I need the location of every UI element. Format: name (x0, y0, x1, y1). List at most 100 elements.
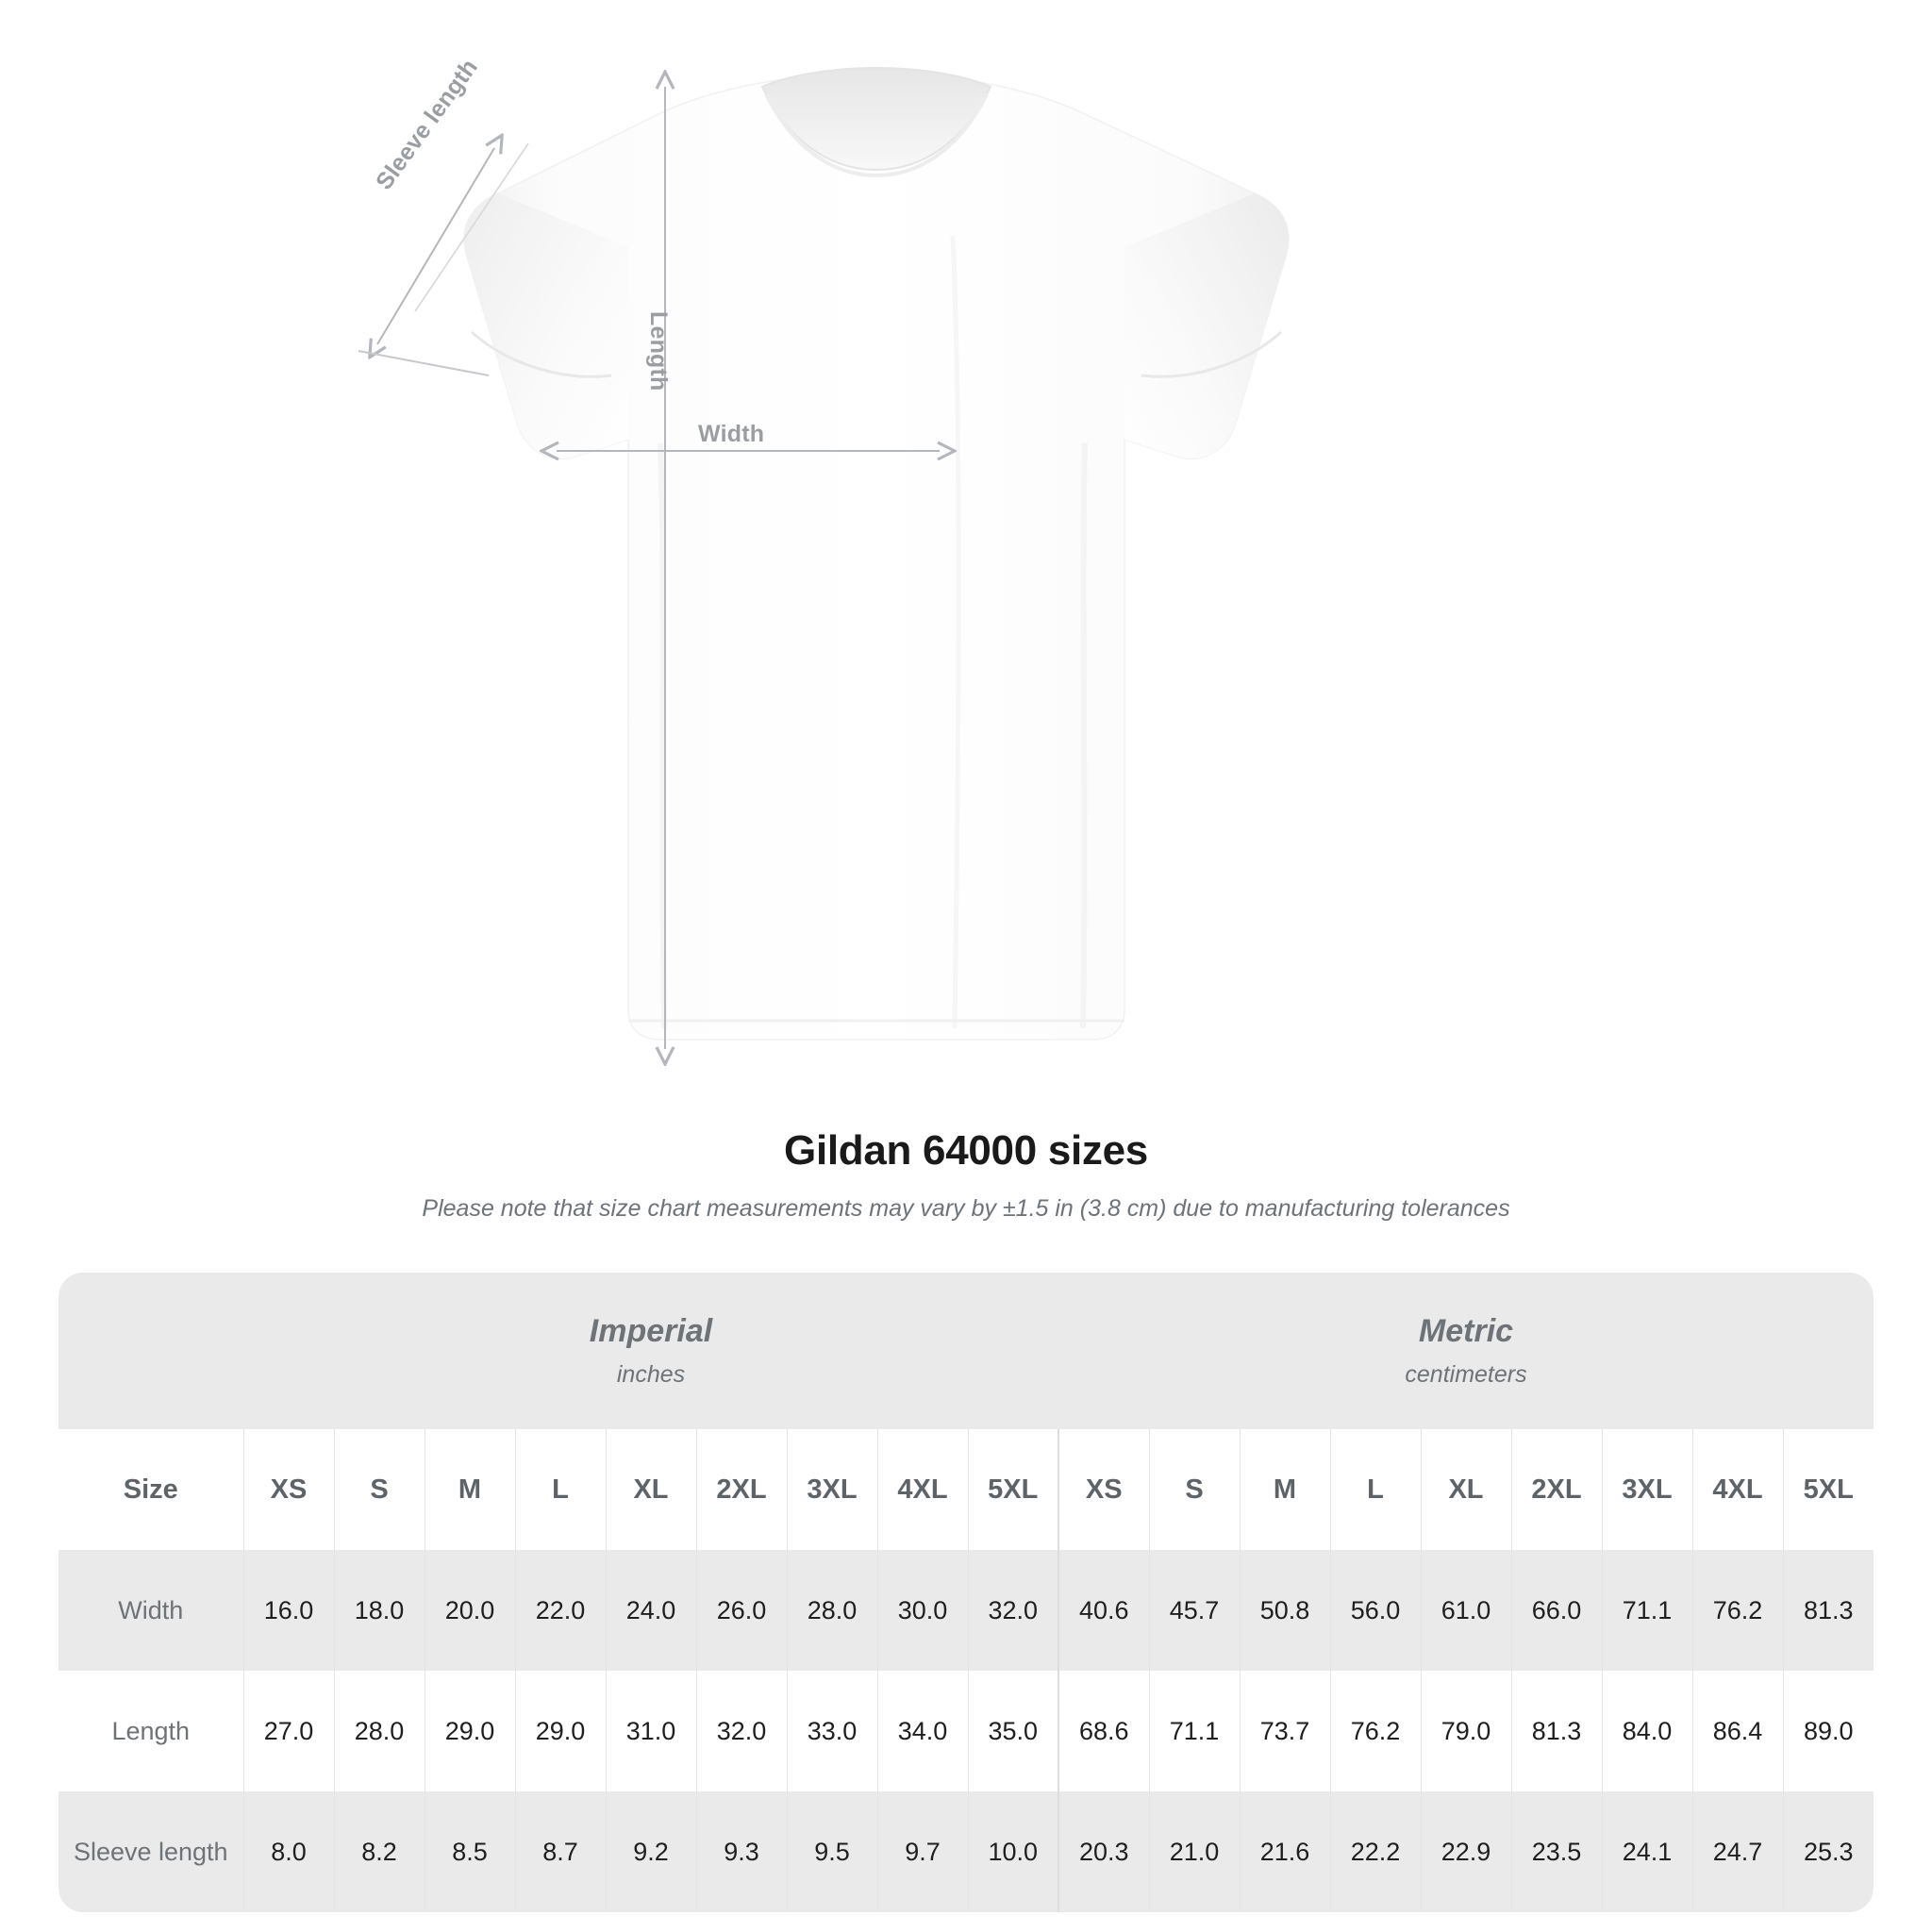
cell-sleeve-length-imperial-m: 8.5 (424, 1791, 515, 1912)
cell-sleeve-length-metric-5xl: 25.3 (1782, 1791, 1874, 1912)
cell-sleeve-length-metric-l: 22.2 (1329, 1791, 1421, 1912)
cell-sleeve-length-imperial-2xl: 9.3 (695, 1791, 787, 1912)
fold-left (658, 442, 667, 1029)
length-label: Length (645, 311, 672, 391)
cell-width-metric-2xl: 66.0 (1510, 1550, 1602, 1671)
size-header-metric-xl: XL (1420, 1429, 1511, 1550)
cell-length-metric-4xl: 86.4 (1691, 1671, 1783, 1791)
size-header-imperial-xl: XL (605, 1429, 696, 1550)
cell-length-metric-5xl: 89.0 (1782, 1671, 1874, 1791)
row-label-width: Width (58, 1550, 243, 1671)
size-header-imperial-s: S (333, 1429, 425, 1550)
cell-width-metric-l: 56.0 (1329, 1550, 1421, 1671)
cell-width-metric-xs: 40.6 (1058, 1550, 1149, 1671)
cell-sleeve-length-metric-s: 21.0 (1148, 1791, 1240, 1912)
cell-sleeve-length-imperial-l: 8.7 (514, 1791, 606, 1912)
size-header-imperial-l: L (514, 1429, 606, 1550)
cell-length-metric-xs: 68.6 (1058, 1671, 1149, 1791)
shirt-body (463, 73, 1290, 1041)
cell-sleeve-length-imperial-3xl: 9.5 (786, 1791, 877, 1912)
cell-width-imperial-l: 22.0 (514, 1550, 606, 1671)
cell-width-metric-5xl: 81.3 (1782, 1550, 1874, 1671)
unit-header-spacer (58, 1273, 243, 1429)
table-row: Sleeve length 8.0 8.2 8.5 8.7 9.2 9.3 9.5 9.7 10.… (58, 1791, 1874, 1912)
size-header-metric-l: L (1329, 1429, 1421, 1550)
right-sleeve-hem (1141, 330, 1283, 378)
cell-sleeve-length-metric-m: 21.6 (1239, 1791, 1330, 1912)
cell-sleeve-length-imperial-xl: 9.2 (605, 1791, 696, 1912)
shirt-left-sleeve (464, 193, 628, 459)
cell-length-metric-3xl: 84.0 (1601, 1671, 1692, 1791)
cell-length-imperial-xl: 31.0 (605, 1671, 696, 1791)
sleeve-arrow (377, 148, 494, 344)
cell-sleeve-length-metric-xl: 22.9 (1420, 1791, 1511, 1912)
cell-width-imperial-4xl: 30.0 (876, 1550, 968, 1671)
fold-right (1080, 442, 1088, 1029)
size-table: Imperial inches Metric centimeters Size XS S M L… (58, 1273, 1874, 1912)
cell-length-metric-l: 76.2 (1329, 1671, 1421, 1791)
cell-sleeve-length-metric-3xl: 24.1 (1601, 1791, 1692, 1912)
sleeve-guide-upper (414, 142, 529, 312)
size-header-imperial-5xl: 5XL (967, 1429, 1058, 1550)
width-label: Width (698, 421, 765, 447)
shirt-illustration (358, 66, 1290, 1113)
fold-center (950, 235, 961, 1029)
cell-sleeve-length-imperial-5xl: 10.0 (967, 1791, 1058, 1912)
unit-sub-metric: centimeters (1405, 1361, 1527, 1389)
unit-header-row: Imperial inches Metric centimeters (58, 1273, 1874, 1429)
size-header-imperial-m: M (424, 1429, 515, 1550)
row-label-sleeve-length: Sleeve length (58, 1791, 243, 1912)
cell-sleeve-length-imperial-xs: 8.0 (242, 1791, 334, 1912)
cell-length-imperial-4xl: 34.0 (876, 1671, 968, 1791)
table-row: Length 27.0 28.0 29.0 29.0 31.0 32.0 33.0 34.0 35… (58, 1671, 1874, 1791)
cell-width-imperial-5xl: 32.0 (967, 1550, 1058, 1671)
cell-length-metric-xl: 79.0 (1420, 1671, 1511, 1791)
cell-width-imperial-xl: 24.0 (605, 1550, 696, 1671)
size-header-label: Size (58, 1429, 243, 1550)
cell-length-imperial-2xl: 32.0 (695, 1671, 787, 1791)
cell-width-imperial-3xl: 28.0 (786, 1550, 877, 1671)
size-header-imperial-3xl: 3XL (786, 1429, 877, 1550)
shirt-right-sleeve (1124, 193, 1289, 459)
cell-width-metric-3xl: 71.1 (1601, 1550, 1692, 1671)
unit-header-imperial: Imperial inches (243, 1273, 1058, 1429)
size-header-metric-3xl: 3XL (1601, 1429, 1692, 1550)
cell-sleeve-length-imperial-4xl: 9.7 (876, 1791, 968, 1912)
title-block: Gildan 64000 sizes Please note that size… (0, 1127, 1932, 1223)
tolerance-note: Please note that size chart measurements… (422, 1195, 1510, 1222)
size-header-row: Size XS S M L XL 2XL 3XL 4XL 5XL XS S M L XL 2XL 3XL 4XL 5… (58, 1429, 1874, 1550)
cell-length-imperial-5xl: 35.0 (967, 1671, 1058, 1791)
size-header-metric-xs: XS (1058, 1429, 1149, 1550)
unit-name-imperial: Imperial (589, 1312, 713, 1349)
unit-sub-imperial: inches (616, 1361, 686, 1389)
cell-width-imperial-2xl: 26.0 (695, 1550, 787, 1671)
cell-width-metric-xl: 61.0 (1420, 1550, 1511, 1671)
size-header-metric-2xl: 2XL (1510, 1429, 1602, 1550)
collar-ribbing (764, 93, 989, 178)
cell-sleeve-length-metric-xs: 20.3 (1058, 1791, 1149, 1912)
sleeve-guide-lower (358, 350, 490, 376)
page-title: Gildan 64000 sizes (784, 1127, 1148, 1174)
size-header-metric-m: M (1239, 1429, 1330, 1550)
size-header-metric-4xl: 4XL (1691, 1429, 1783, 1550)
size-header-metric-5xl: 5XL (1782, 1429, 1874, 1550)
cell-width-metric-4xl: 76.2 (1691, 1550, 1783, 1671)
cell-length-metric-s: 71.1 (1148, 1671, 1240, 1791)
cell-width-imperial-m: 20.0 (424, 1550, 515, 1671)
cell-length-imperial-m: 29.0 (424, 1671, 515, 1791)
size-header-imperial-4xl: 4XL (876, 1429, 968, 1550)
cell-length-imperial-xs: 27.0 (242, 1671, 334, 1791)
cell-length-imperial-l: 29.0 (514, 1671, 606, 1791)
cell-width-metric-s: 45.7 (1148, 1550, 1240, 1671)
row-label-length: Length (58, 1671, 243, 1791)
cell-length-metric-m: 73.7 (1239, 1671, 1330, 1791)
shirt-collar (760, 66, 992, 172)
cell-length-metric-2xl: 81.3 (1510, 1671, 1602, 1791)
size-header-metric-s: S (1148, 1429, 1240, 1550)
cell-width-metric-m: 50.8 (1239, 1550, 1330, 1671)
cell-length-imperial-3xl: 33.0 (786, 1671, 877, 1791)
cell-sleeve-length-imperial-s: 8.2 (333, 1791, 425, 1912)
unit-header-metric: Metric centimeters (1058, 1273, 1874, 1429)
cell-width-imperial-s: 18.0 (333, 1550, 425, 1671)
